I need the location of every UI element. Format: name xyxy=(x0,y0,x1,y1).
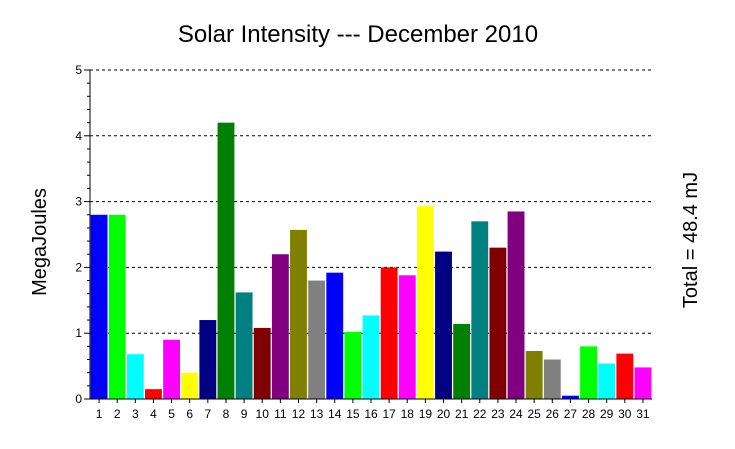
chart-title: Solar Intensity --- December 2010 xyxy=(178,21,538,48)
y-tick-label-1: 1 xyxy=(75,326,82,340)
bar-day-15 xyxy=(344,331,362,399)
bar-day-4 xyxy=(145,389,162,399)
x-tick-label-4: 4 xyxy=(150,407,157,421)
y-tick-label-3: 3 xyxy=(75,195,82,209)
bar-day-23 xyxy=(489,247,507,399)
bar-day-6 xyxy=(181,372,199,399)
total-label: Total = 48.4 mJ xyxy=(680,172,702,308)
x-tick-label-28: 28 xyxy=(582,407,596,421)
x-tick-label-31: 31 xyxy=(636,407,650,421)
bar-day-31 xyxy=(634,367,652,399)
x-tick-label-22: 22 xyxy=(473,407,487,421)
x-tick-label-20: 20 xyxy=(437,407,451,421)
x-tick-labels: 1 2 3 4 5 6 7 8 9 10 11 12 13 14 15 16 17 18 19 20 21 22 23 24 2… xyxy=(96,407,650,421)
x-tick-label-12: 12 xyxy=(292,407,306,421)
bar-day-1 xyxy=(90,214,108,399)
bar-day-26 xyxy=(543,359,561,399)
y-tick-label-0: 0 xyxy=(75,392,82,406)
x-tick-label-29: 29 xyxy=(600,407,614,421)
x-tick-label-17: 17 xyxy=(382,407,396,421)
x-tick-label-8: 8 xyxy=(223,407,230,421)
x-tick-label-18: 18 xyxy=(401,407,415,421)
x-tick-label-19: 19 xyxy=(419,407,433,421)
bar-day-11 xyxy=(271,254,289,399)
x-tick-label-3: 3 xyxy=(132,407,139,421)
bar-day-19 xyxy=(416,206,434,399)
bar-day-27 xyxy=(561,395,579,399)
bar-day-22 xyxy=(471,221,489,399)
bar-day-17 xyxy=(380,267,398,399)
bar-day-12 xyxy=(290,229,307,399)
x-tick-label-10: 10 xyxy=(256,407,270,421)
bar-day-20 xyxy=(435,251,452,399)
x-tick-label-27: 27 xyxy=(564,407,578,421)
x-tick-label-23: 23 xyxy=(491,407,505,421)
grid-lines xyxy=(90,69,652,334)
x-tick-label-5: 5 xyxy=(168,407,175,421)
bar-day-16 xyxy=(362,315,380,399)
bar-day-3 xyxy=(126,354,144,399)
y-tick-label-4: 4 xyxy=(75,129,82,143)
x-tick-label-14: 14 xyxy=(328,407,342,421)
y-tick-labels: 0 1 2 3 4 5 xyxy=(75,63,82,406)
bar-day-29 xyxy=(598,363,616,399)
y-tick-label-5: 5 xyxy=(75,63,82,77)
bar-day-13 xyxy=(308,280,326,399)
x-tick-label-9: 9 xyxy=(241,407,248,421)
bar-day-18 xyxy=(398,275,416,399)
bar-day-9 xyxy=(235,292,253,399)
bar-day-30 xyxy=(616,353,634,399)
x-tick-label-11: 11 xyxy=(274,407,287,421)
x-tick-label-25: 25 xyxy=(527,407,541,421)
bar-day-14 xyxy=(326,272,344,399)
bar-day-2 xyxy=(108,214,126,399)
x-tick-label-30: 30 xyxy=(618,407,632,421)
x-tick-label-15: 15 xyxy=(346,407,360,421)
bar-day-28 xyxy=(580,346,597,399)
x-tick-label-26: 26 xyxy=(546,407,560,421)
bar-day-8 xyxy=(217,122,235,399)
x-tick-label-2: 2 xyxy=(114,407,121,421)
x-tick-label-16: 16 xyxy=(364,407,378,421)
bar-day-21 xyxy=(453,323,471,399)
x-tick-label-24: 24 xyxy=(509,407,523,421)
bar-day-10 xyxy=(253,327,271,399)
x-tick-label-13: 13 xyxy=(310,407,324,421)
bar-day-24 xyxy=(507,211,525,399)
x-tick-label-6: 6 xyxy=(186,407,193,421)
bars xyxy=(90,122,652,399)
bar-day-5 xyxy=(163,339,181,399)
y-axis-label: MegaJoules xyxy=(29,188,51,296)
x-tick-label-21: 21 xyxy=(455,407,469,421)
x-tick-label-1: 1 xyxy=(96,407,103,421)
y-tick-label-2: 2 xyxy=(75,260,82,274)
x-tick-label-7: 7 xyxy=(204,407,211,421)
bar-day-7 xyxy=(199,320,217,399)
axes xyxy=(84,69,652,403)
bar-day-25 xyxy=(525,350,543,399)
